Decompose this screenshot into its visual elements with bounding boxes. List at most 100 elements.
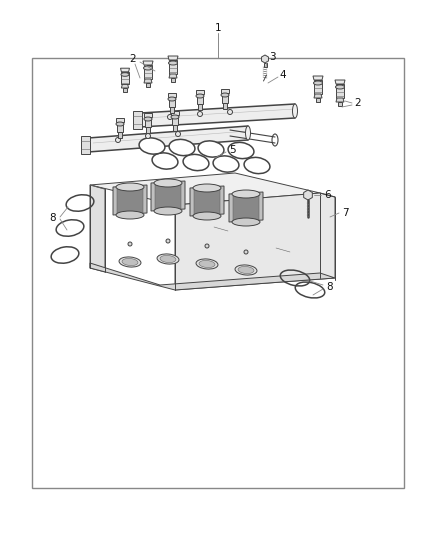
Polygon shape: [171, 78, 175, 82]
Text: 7: 7: [342, 208, 348, 218]
Ellipse shape: [169, 139, 195, 156]
Polygon shape: [155, 183, 181, 211]
Ellipse shape: [199, 261, 215, 268]
Ellipse shape: [196, 259, 218, 269]
Ellipse shape: [144, 117, 152, 121]
Ellipse shape: [116, 122, 124, 126]
Polygon shape: [261, 55, 268, 63]
Polygon shape: [336, 98, 344, 102]
Ellipse shape: [168, 97, 176, 101]
Ellipse shape: [232, 218, 260, 226]
Polygon shape: [116, 118, 124, 122]
Polygon shape: [264, 63, 266, 67]
Text: 5: 5: [230, 145, 237, 155]
Polygon shape: [190, 186, 224, 216]
Ellipse shape: [169, 61, 177, 65]
Ellipse shape: [138, 113, 142, 127]
Ellipse shape: [154, 207, 182, 215]
Polygon shape: [121, 84, 129, 88]
Polygon shape: [169, 97, 175, 107]
Ellipse shape: [238, 266, 254, 273]
Polygon shape: [117, 122, 123, 132]
Ellipse shape: [154, 179, 182, 187]
Polygon shape: [144, 113, 152, 117]
Polygon shape: [81, 136, 90, 154]
Polygon shape: [113, 185, 147, 215]
Polygon shape: [314, 80, 322, 94]
Polygon shape: [173, 125, 177, 131]
Ellipse shape: [176, 132, 180, 136]
Ellipse shape: [139, 138, 165, 154]
Polygon shape: [313, 76, 323, 80]
Ellipse shape: [145, 133, 151, 139]
Polygon shape: [146, 83, 150, 87]
Ellipse shape: [116, 183, 144, 191]
Ellipse shape: [116, 211, 144, 219]
Polygon shape: [198, 104, 202, 110]
Polygon shape: [170, 107, 174, 113]
Polygon shape: [145, 117, 151, 127]
Ellipse shape: [244, 250, 248, 254]
Polygon shape: [233, 194, 259, 222]
Ellipse shape: [221, 93, 229, 97]
Polygon shape: [169, 74, 177, 78]
Polygon shape: [133, 111, 142, 129]
Polygon shape: [221, 89, 229, 93]
Ellipse shape: [167, 115, 173, 119]
Polygon shape: [338, 102, 342, 106]
Ellipse shape: [119, 257, 141, 267]
Polygon shape: [168, 56, 178, 60]
Polygon shape: [168, 93, 176, 97]
Ellipse shape: [85, 138, 91, 152]
Ellipse shape: [196, 94, 204, 98]
Polygon shape: [304, 190, 312, 200]
Polygon shape: [171, 111, 179, 115]
Ellipse shape: [122, 259, 138, 265]
Polygon shape: [118, 132, 122, 138]
Ellipse shape: [193, 212, 221, 220]
Bar: [32, 58, 404, 488]
Polygon shape: [120, 68, 130, 72]
Polygon shape: [90, 185, 105, 272]
Polygon shape: [196, 90, 204, 94]
Polygon shape: [222, 93, 228, 103]
Polygon shape: [172, 115, 178, 125]
Ellipse shape: [128, 242, 132, 246]
Polygon shape: [175, 193, 335, 290]
Text: 1: 1: [215, 23, 221, 33]
Polygon shape: [121, 72, 129, 84]
Ellipse shape: [314, 81, 322, 85]
Polygon shape: [88, 126, 248, 152]
Text: 8: 8: [49, 213, 57, 223]
Ellipse shape: [246, 126, 251, 140]
Text: 2: 2: [355, 98, 361, 108]
Polygon shape: [316, 98, 320, 102]
Polygon shape: [90, 173, 320, 205]
Polygon shape: [335, 80, 345, 84]
Ellipse shape: [171, 115, 179, 119]
Ellipse shape: [160, 255, 176, 263]
Ellipse shape: [235, 265, 257, 275]
Ellipse shape: [198, 141, 224, 157]
Ellipse shape: [232, 190, 260, 198]
Polygon shape: [151, 181, 185, 211]
Ellipse shape: [205, 244, 209, 248]
Polygon shape: [336, 84, 344, 98]
Polygon shape: [90, 263, 335, 290]
Text: 6: 6: [325, 190, 331, 200]
Text: 4: 4: [280, 70, 286, 80]
Ellipse shape: [336, 85, 345, 89]
Polygon shape: [229, 192, 263, 222]
Polygon shape: [194, 188, 220, 216]
Ellipse shape: [198, 111, 202, 117]
Ellipse shape: [166, 239, 170, 243]
Polygon shape: [144, 79, 152, 83]
Text: 8: 8: [327, 282, 333, 292]
Ellipse shape: [228, 142, 254, 159]
Polygon shape: [143, 61, 153, 65]
Text: 3: 3: [268, 52, 276, 62]
Ellipse shape: [121, 72, 129, 76]
Polygon shape: [123, 88, 127, 92]
Polygon shape: [117, 187, 143, 215]
Ellipse shape: [116, 138, 120, 142]
